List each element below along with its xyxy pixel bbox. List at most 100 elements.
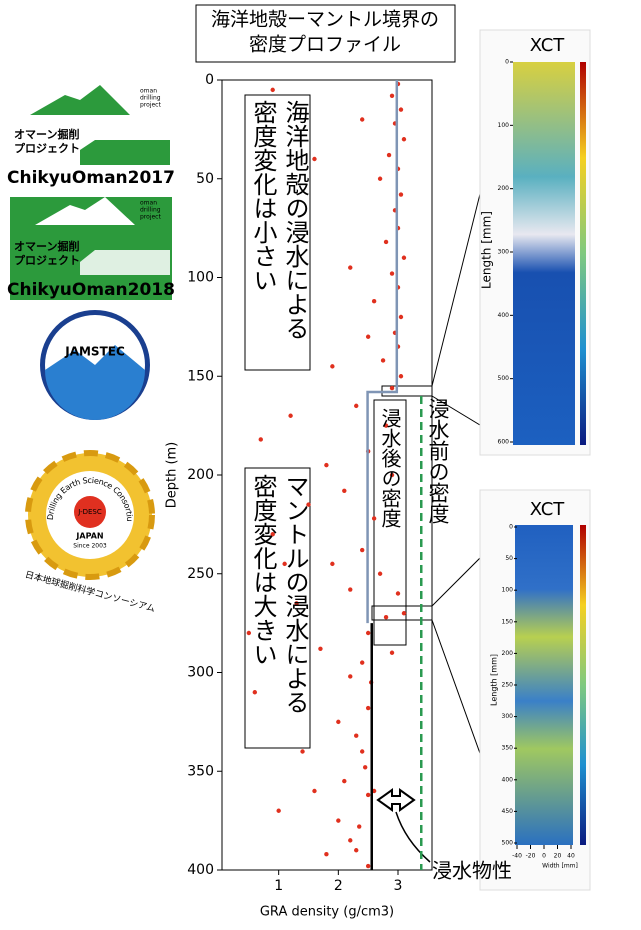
point [399, 315, 403, 319]
point [330, 364, 334, 368]
jdesc-name: J-DESC [77, 508, 102, 516]
xct-y-label: Length [mm] [490, 654, 499, 706]
point [366, 335, 370, 339]
point [378, 177, 382, 181]
xct-tick-label: 500 [502, 840, 514, 847]
y-tick-label: 100 [187, 270, 214, 286]
xct-tick-label: 0 [505, 59, 509, 66]
y-tick-label: 150 [187, 368, 214, 384]
point [402, 137, 406, 141]
annotation: 密度変化は小さい [249, 100, 277, 292]
point [324, 463, 328, 467]
y-tick-label: 350 [187, 763, 214, 779]
logo-small: project [140, 102, 161, 109]
x-tick-label: 3 [394, 878, 403, 894]
logo-small: drilling [140, 95, 161, 102]
point [324, 852, 328, 856]
jdesc-country: JAPAN [75, 532, 103, 541]
logo-name: ChikyuOman2018 [7, 280, 175, 300]
point [366, 631, 370, 635]
logo-jp: プロジェクト [14, 141, 80, 155]
point [259, 437, 263, 441]
logo-ship [80, 250, 170, 275]
jdesc-since: Since 2003 [73, 543, 107, 550]
logo-jp: プロジェクト [14, 253, 80, 267]
point [360, 660, 364, 664]
point [360, 749, 364, 753]
xct-tick-label: -40 [512, 853, 522, 860]
y-tick-label: 0 [205, 72, 214, 88]
xct-x-label: Width [mm] [542, 863, 578, 870]
logo-jp: オマーン掘削 [14, 239, 79, 253]
y-axis-label: Depth (m) [165, 442, 180, 509]
logo-small: drilling [140, 207, 161, 214]
point [312, 789, 316, 793]
xct-tick-label: 200 [498, 185, 510, 192]
xct-tick-label: 400 [498, 312, 510, 319]
xct-tick-label: 250 [502, 682, 514, 689]
point [372, 516, 376, 520]
point [300, 749, 304, 753]
point [357, 824, 361, 828]
xct-image [515, 525, 573, 845]
colorbar [580, 525, 586, 845]
logo-ship [80, 140, 170, 165]
point [336, 818, 340, 822]
point [342, 489, 346, 493]
xct-tick-label: 40 [567, 853, 575, 860]
page: {"chart_data": {"type": "scatter", "titl… [0, 0, 641, 930]
xct-tick-label: 20 [554, 853, 562, 860]
xct-tick-label: 350 [502, 745, 514, 752]
xct-tick-label: 400 [502, 776, 514, 783]
point [276, 809, 280, 813]
x-tick-label: 2 [334, 878, 343, 894]
xct-title: XCT [530, 35, 566, 56]
point [384, 240, 388, 244]
xct-title: XCT [530, 499, 566, 520]
point [402, 611, 406, 615]
chart-title: 密度プロファイル [249, 34, 401, 56]
point [354, 734, 358, 738]
chart-title: 海洋地殻ーマントル境界の [211, 9, 439, 31]
xct-tick-label: 300 [502, 713, 514, 720]
point [348, 265, 352, 269]
point [348, 838, 352, 842]
xct-tick-label: 600 [498, 439, 510, 446]
y-tick-label: 50 [196, 171, 214, 187]
point [381, 358, 385, 362]
point [360, 548, 364, 552]
xct-tick-label: 500 [498, 375, 510, 382]
annotation: 浸水前の密度 [426, 398, 450, 524]
point [348, 587, 352, 591]
xct-tick-label: 100 [502, 587, 514, 594]
xct-image [513, 62, 575, 445]
xct-tick-label: 0 [542, 853, 546, 860]
y-tick-label: 400 [187, 862, 214, 878]
point [390, 271, 394, 275]
point [354, 404, 358, 408]
double-arrow [378, 790, 414, 810]
annotation: 浸水物性 [432, 859, 512, 883]
xct-tick-label: -20 [526, 853, 536, 860]
xct-tick-label: 0 [509, 524, 513, 531]
point [396, 591, 400, 595]
y-tick-label: 250 [187, 566, 214, 582]
point [271, 88, 275, 92]
point [360, 117, 364, 121]
xct-tick-label: 150 [502, 618, 514, 625]
colorbar [580, 62, 586, 445]
point [312, 157, 316, 161]
point [390, 94, 394, 98]
point [372, 299, 376, 303]
point [366, 864, 370, 868]
point [348, 674, 352, 678]
point [354, 848, 358, 852]
figure: omandrillingprojectオマーン掘削プロジェクトChikyuOma… [0, 0, 641, 930]
logo-small: oman [140, 200, 157, 207]
point [378, 572, 382, 576]
logo-small: oman [140, 88, 157, 95]
point [399, 107, 403, 111]
y-tick-label: 200 [187, 467, 214, 483]
annotation: 浸水後の密度 [378, 408, 402, 528]
point [384, 615, 388, 619]
